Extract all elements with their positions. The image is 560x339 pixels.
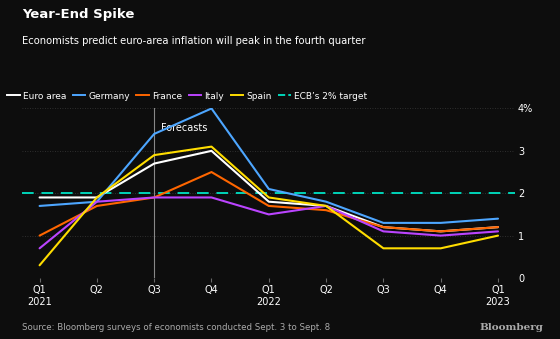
Text: Bloomberg: Bloomberg [479,323,543,332]
Text: Year-End Spike: Year-End Spike [22,8,135,21]
Legend: Euro area, Germany, France, Italy, Spain, ECB’s 2% target: Euro area, Germany, France, Italy, Spain… [7,92,367,101]
Text: Economists predict euro-area inflation will peak in the fourth quarter: Economists predict euro-area inflation w… [22,36,366,45]
Text: Source: Bloomberg surveys of economists conducted Sept. 3 to Sept. 8: Source: Bloomberg surveys of economists … [22,323,330,332]
Text: Forecasts: Forecasts [161,123,207,133]
